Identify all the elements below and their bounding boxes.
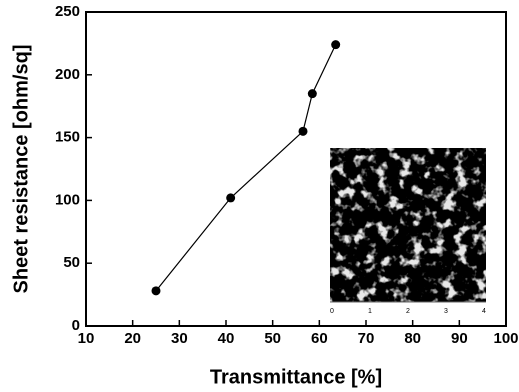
chart: Transmittance [%] Sheet resistance [ohm/… [0,0,519,392]
x-axis-label: Transmittance [%] [210,366,382,388]
x-tick-label: 20 [124,330,141,347]
inset-tick-label: 0 [330,308,334,315]
inset-tick-label: 2 [406,308,410,315]
x-tick-label: 50 [264,330,281,347]
x-tick-label: 40 [218,330,235,347]
y-tick-label: 150 [55,129,80,146]
inset-tick-label: 1 [368,308,372,315]
inset-tick-label: 4 [482,308,486,315]
y-tick-label: 250 [55,3,80,20]
data-line [156,45,336,291]
y-tick-label: 50 [63,254,80,271]
data-point [152,286,161,295]
y-tick-label: 0 [72,317,80,334]
x-tick-label: 10 [78,330,95,347]
x-tick-label: 70 [358,330,375,347]
x-tick-label: 80 [404,330,421,347]
x-tick-label: 90 [451,330,468,347]
page: Transmittance [%] Sheet resistance [ohm/… [0,0,519,392]
inset-image [330,148,486,302]
x-tick-label: 60 [311,330,328,347]
data-point [299,127,308,136]
data-point [226,193,235,202]
data-point [308,89,317,98]
data-point [331,40,340,49]
y-tick-label: 100 [55,191,80,208]
x-tick-label: 30 [171,330,188,347]
y-axis-label: Sheet resistance [ohm/sq] [10,45,32,294]
x-tick-label: 100 [493,330,518,347]
y-tick-label: 200 [55,66,80,83]
inset-tick-label: 3 [444,308,448,315]
